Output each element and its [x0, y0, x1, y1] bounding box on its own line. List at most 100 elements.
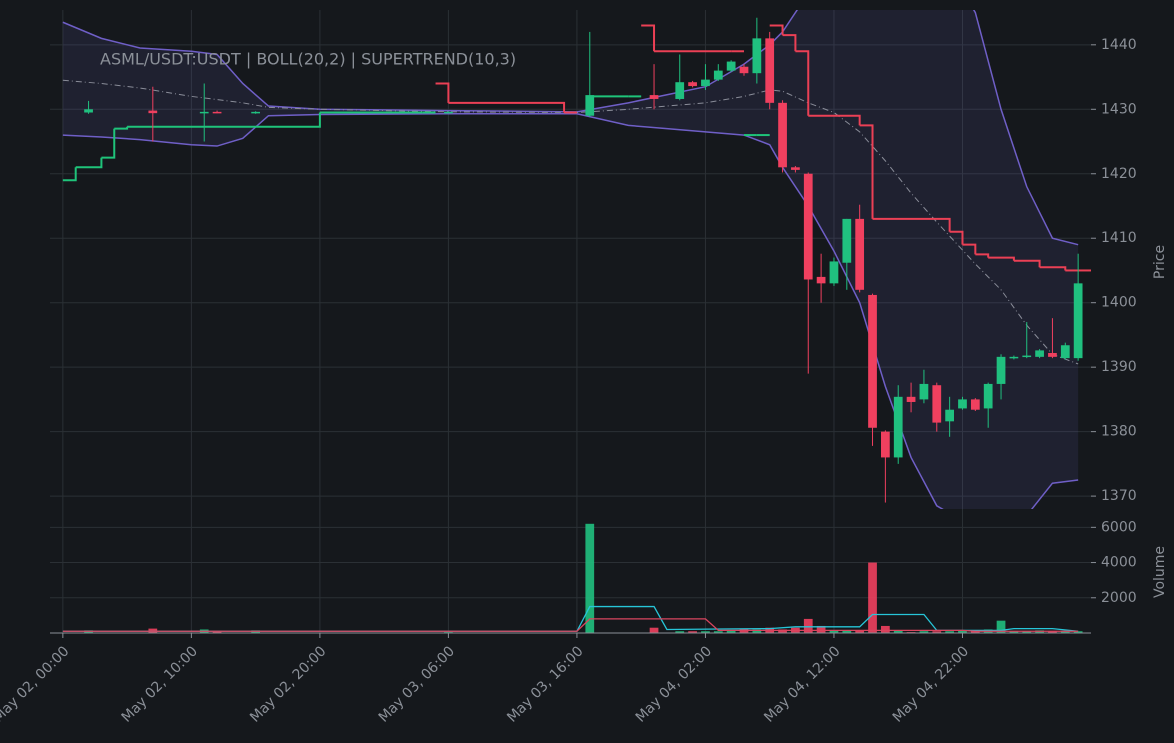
- candle-body: [585, 95, 595, 116]
- candle-body: [932, 385, 942, 423]
- volume-bar: [1073, 631, 1083, 633]
- candle-body: [778, 102, 787, 168]
- volume-bar: [803, 618, 813, 633]
- candle-body: [816, 276, 826, 284]
- volume-tick-label: 2000: [1101, 590, 1137, 606]
- supertrend-step: [641, 24, 656, 52]
- candle-body: [212, 111, 222, 114]
- volume-bar: [585, 523, 595, 633]
- volume-bar: [855, 630, 865, 633]
- volume-bar: [778, 629, 787, 633]
- candle-body: [868, 294, 877, 428]
- supertrend-step: [782, 34, 797, 52]
- band-middle: [62, 79, 1079, 365]
- price-panel: [62, 10, 1091, 509]
- volume-bar: [829, 630, 839, 633]
- candle-body: [996, 356, 1006, 384]
- candle-body: [983, 383, 993, 409]
- y-tick-label: 1430: [1101, 101, 1137, 117]
- candle-body: [675, 82, 685, 99]
- candle-body: [1022, 355, 1032, 358]
- supertrend-step: [769, 24, 784, 36]
- supertrend-step: [808, 114, 861, 126]
- volume-bar: [868, 562, 877, 633]
- candle-body: [881, 431, 890, 458]
- candle-body: [251, 111, 260, 114]
- volume-bar: [842, 630, 852, 633]
- supertrend-step: [859, 124, 874, 219]
- volume-bar: [675, 631, 685, 633]
- supertrend-step: [62, 167, 77, 182]
- supertrend-step: [435, 82, 450, 103]
- volume-bar: [726, 630, 736, 633]
- volume-tick-label: 4000: [1101, 555, 1137, 571]
- candle-body: [970, 399, 980, 410]
- supertrend-step: [795, 50, 810, 116]
- volume-bar: [816, 625, 826, 633]
- supertrend-step: [988, 256, 1015, 261]
- supertrend-step: [872, 217, 951, 232]
- volume-bar: [1009, 631, 1019, 633]
- volume-bar: [713, 631, 723, 633]
- supertrend-step: [962, 243, 977, 255]
- band-fill: [62, 10, 1079, 509]
- y-tick-label: 1400: [1101, 295, 1137, 311]
- candle-body: [1048, 352, 1057, 357]
- candle-body: [199, 111, 209, 114]
- volume-bar: [945, 631, 954, 633]
- volume-bar: [970, 631, 980, 633]
- candle-body: [958, 399, 967, 409]
- volume-bar: [212, 631, 222, 633]
- candle-body: [1009, 356, 1019, 359]
- supertrend-step: [75, 157, 103, 169]
- band-lower: [62, 113, 1079, 509]
- volume-panel: [62, 523, 1083, 633]
- y-axis-title: Price: [1152, 245, 1168, 279]
- candle-body: [765, 38, 775, 103]
- volume-bar: [893, 630, 903, 633]
- y-tick-label: 1410: [1101, 230, 1137, 246]
- volume-tick-label: 6000: [1101, 519, 1137, 535]
- candle-body: [713, 70, 723, 80]
- y-tick-label: 1420: [1101, 166, 1137, 182]
- y-tick-label: 1440: [1101, 37, 1137, 53]
- candle-body: [739, 66, 749, 74]
- supertrend-step: [975, 253, 990, 258]
- chart-title: ASML/USDT:USDT | BOLL(20,2) | SUPERTREND…: [100, 50, 516, 69]
- volume-bar: [1048, 631, 1057, 633]
- volume-bar: [688, 631, 697, 633]
- volume-axis-title: Volume: [1152, 546, 1168, 598]
- candle-body: [919, 383, 929, 400]
- volume-bar: [752, 629, 762, 633]
- volume-bar: [881, 625, 890, 633]
- candle-body: [1073, 283, 1083, 359]
- supertrend-step: [1013, 259, 1041, 268]
- candle-body: [842, 218, 852, 263]
- volume-bar: [996, 620, 1006, 633]
- volume-bar: [919, 631, 929, 633]
- candle-body: [855, 218, 865, 290]
- candle-body: [945, 409, 954, 422]
- y-tick-label: 1380: [1101, 424, 1137, 440]
- candle-body: [701, 79, 710, 87]
- candle-body: [893, 396, 903, 458]
- supertrend-step: [1039, 266, 1067, 271]
- volume-line: [62, 605, 1079, 632]
- candle-body: [688, 82, 697, 87]
- candle-body: [726, 61, 736, 71]
- candle-body: [148, 110, 158, 114]
- volume-bar: [932, 631, 942, 633]
- supertrend-step: [101, 128, 116, 159]
- supertrend-step: [114, 126, 129, 130]
- volume-bar: [701, 631, 710, 633]
- y-tick-label: 1370: [1101, 488, 1137, 504]
- candle-body: [1035, 350, 1044, 357]
- candle-body: [803, 173, 813, 280]
- volume-bar: [1022, 631, 1032, 633]
- candle-body: [829, 261, 839, 284]
- candle-body: [791, 167, 800, 170]
- supertrend-step: [448, 101, 566, 113]
- supertrend-step: [949, 230, 964, 245]
- candle-body: [1060, 345, 1070, 359]
